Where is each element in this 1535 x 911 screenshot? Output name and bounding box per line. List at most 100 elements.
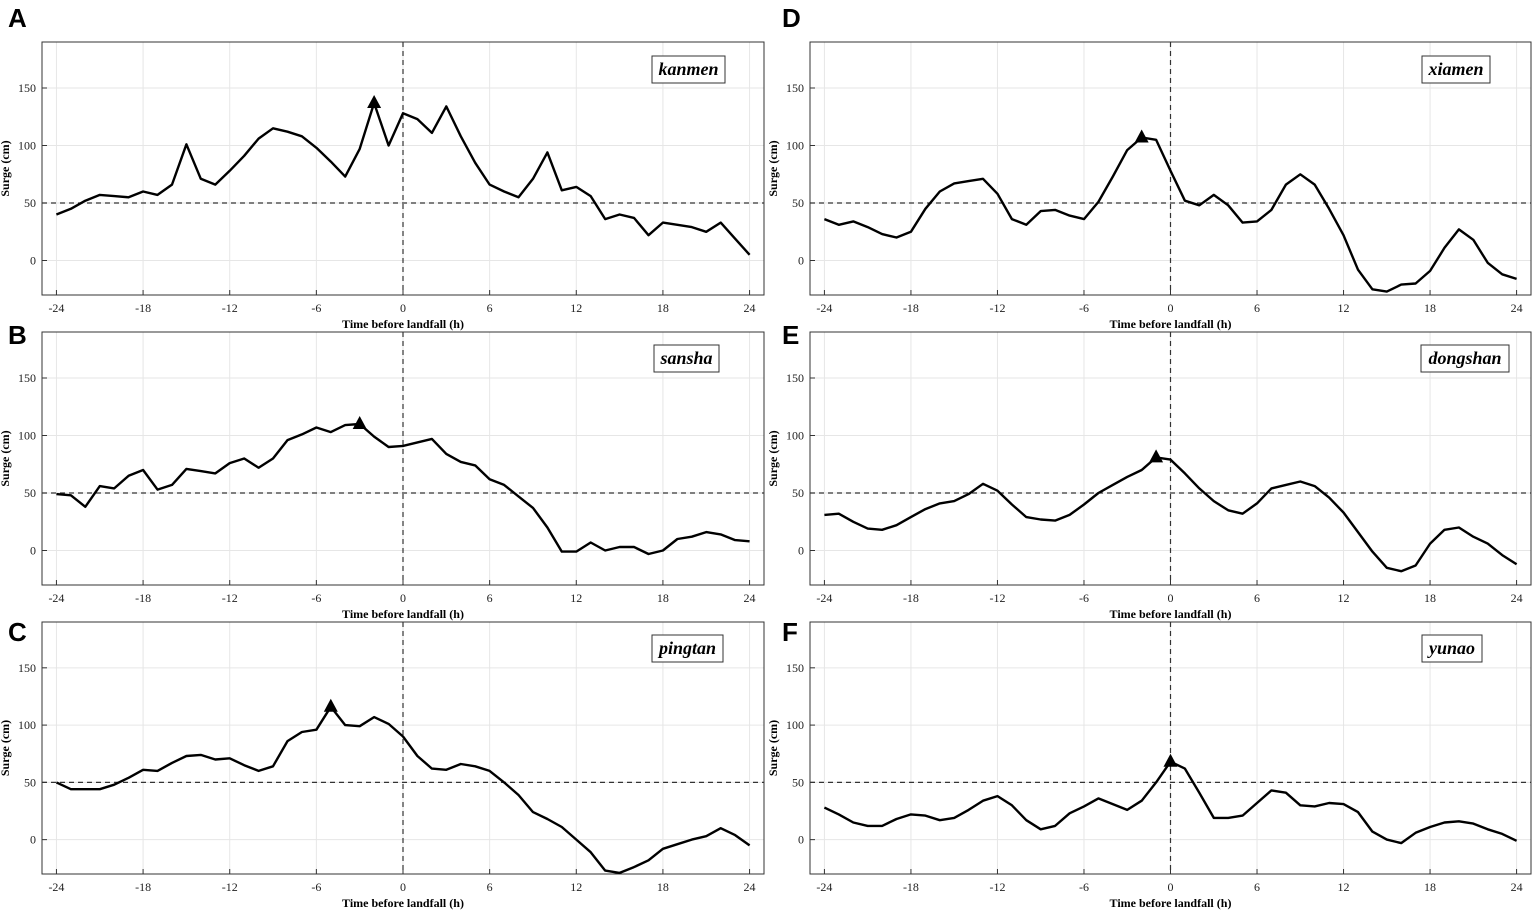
station-label: pingtan: [657, 638, 716, 658]
x-tick-label: -12: [222, 880, 238, 894]
x-tick-label: -18: [135, 591, 151, 605]
y-tick-label: 0: [30, 544, 36, 558]
x-tick-label: 0: [400, 301, 406, 315]
x-tick-label: 18: [1424, 591, 1436, 605]
peak-marker: [323, 698, 338, 712]
station-label: sansha: [659, 348, 712, 368]
y-tick-label: 150: [786, 81, 804, 95]
y-axis-label: Surge (cm): [766, 720, 780, 776]
peak-marker: [1149, 449, 1164, 463]
y-axis-label: Surge (cm): [0, 430, 12, 486]
x-tick-label: -18: [135, 301, 151, 315]
y-axis-label: Surge (cm): [766, 430, 780, 486]
station-legend-box: [653, 344, 720, 373]
y-tick-label: 100: [18, 139, 36, 153]
y-tick-label: 0: [30, 254, 36, 268]
station-label: kanmen: [658, 59, 718, 79]
panel-letter: B: [8, 320, 27, 350]
x-tick-label: 0: [1168, 880, 1174, 894]
x-tick-label: 6: [487, 880, 493, 894]
panel-d: -24 -18 -12 -6 0 6 12 18 24 0 50 100 150 Time before …: [766, 3, 1532, 331]
x-axis-label: Time before landfall (h): [342, 607, 464, 621]
x-tick-label: -24: [48, 880, 64, 894]
x-tick-label: 6: [487, 591, 493, 605]
x-axis-label: Time before landfall (h): [1110, 896, 1232, 910]
panel-letter: A: [8, 3, 27, 33]
surge-series-line: [55, 101, 751, 256]
x-tick-label: 12: [1338, 301, 1350, 315]
y-tick-label: 100: [18, 429, 36, 443]
x-tick-label: 12: [1338, 880, 1350, 894]
x-tick-label: -24: [816, 880, 832, 894]
x-tick-label: -24: [48, 591, 64, 605]
y-tick-label: 50: [792, 775, 804, 789]
x-tick-label: 12: [570, 591, 582, 605]
y-tick-label: 50: [24, 486, 36, 500]
y-tick-label: 100: [786, 139, 804, 153]
x-tick-label: 0: [400, 591, 406, 605]
x-tick-label: -12: [989, 591, 1005, 605]
y-tick-label: 0: [798, 833, 804, 847]
y-tick-label: 150: [18, 371, 36, 385]
x-tick-label: 6: [1254, 301, 1260, 315]
station-legend-box: [651, 55, 726, 84]
y-tick-label: 50: [792, 196, 804, 210]
surge-series-line: [55, 705, 751, 875]
panel-b: -24 -18 -12 -6 0 6 12 18 24 0 50 100 150 Time before …: [0, 320, 765, 621]
x-tick-label: 18: [1424, 301, 1436, 315]
surge-series-line: [56, 422, 750, 556]
surge-series-line: [823, 136, 1517, 293]
station-label: yunao: [1427, 638, 1475, 658]
y-tick-label: 0: [30, 833, 36, 847]
x-tick-label: -6: [311, 301, 321, 315]
y-tick-label: 150: [18, 81, 36, 95]
station-legend-box: [1420, 344, 1510, 373]
x-tick-label: 18: [1424, 880, 1436, 894]
panel-letter: D: [782, 3, 801, 33]
panel-e: -24 -18 -12 -6 0 6 12 18 24 0 50 100 150 Time before …: [766, 320, 1532, 621]
panel-c: -24 -18 -12 -6 0 6 12 18 24 0 50 100 150 Time before …: [0, 617, 765, 910]
x-tick-label: 24: [744, 301, 756, 315]
y-tick-label: 150: [786, 661, 804, 675]
y-tick-label: 150: [18, 661, 36, 675]
x-tick-label: 24: [1511, 301, 1523, 315]
x-axis-label: Time before landfall (h): [342, 896, 464, 910]
y-tick-label: 50: [24, 196, 36, 210]
y-tick-label: 0: [798, 544, 804, 558]
x-tick-label: -24: [48, 301, 64, 315]
peak-marker: [367, 94, 382, 108]
x-axis-label: Time before landfall (h): [342, 317, 464, 331]
panel-letter: F: [782, 617, 798, 647]
station-label: xiamen: [1427, 59, 1483, 79]
y-tick-label: 100: [786, 429, 804, 443]
peak-marker: [1134, 129, 1149, 143]
x-axis-label: Time before landfall (h): [1110, 607, 1232, 621]
y-tick-label: 50: [792, 486, 804, 500]
y-axis-label: Surge (cm): [766, 140, 780, 196]
x-tick-label: -12: [989, 301, 1005, 315]
x-tick-label: -6: [311, 591, 321, 605]
x-tick-label: -6: [1079, 880, 1089, 894]
x-tick-label: -18: [903, 591, 919, 605]
y-tick-label: 0: [798, 254, 804, 268]
x-tick-label: 6: [1254, 880, 1260, 894]
x-tick-label: 12: [570, 301, 582, 315]
x-axis-label: Time before landfall (h): [1110, 317, 1232, 331]
y-tick-label: 150: [786, 371, 804, 385]
x-tick-label: 6: [1254, 591, 1260, 605]
x-tick-label: 0: [400, 880, 406, 894]
x-tick-label: 24: [744, 880, 756, 894]
x-tick-label: -18: [903, 301, 919, 315]
station-legend-box: [651, 634, 724, 663]
x-tick-label: 24: [1511, 880, 1523, 894]
x-tick-label: 18: [657, 880, 669, 894]
x-tick-label: -18: [135, 880, 151, 894]
panel-a: -24 -18 -12 -6 0 6 12 18 24 0 50 100 150 Time before …: [0, 3, 765, 331]
station-label: dongshan: [1428, 348, 1501, 368]
peak-marker: [1163, 753, 1178, 767]
x-tick-label: 12: [570, 880, 582, 894]
y-axis-label: Surge (cm): [0, 720, 12, 776]
x-tick-label: -12: [989, 880, 1005, 894]
station-legend-box: [1421, 634, 1483, 663]
